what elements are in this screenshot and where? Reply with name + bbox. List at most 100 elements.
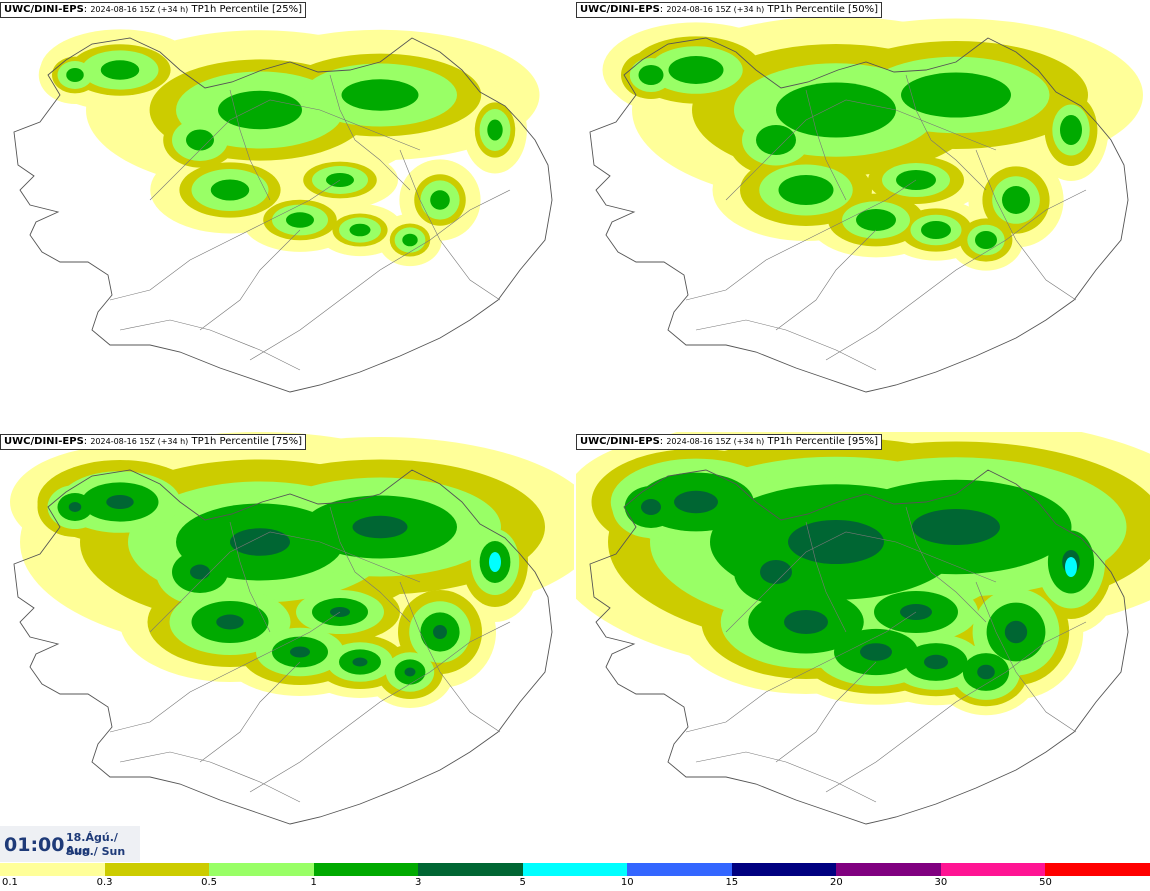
- run-time: 2024-08-16 15Z (+34 h): [90, 437, 189, 446]
- legend-label: 15: [725, 877, 739, 888]
- road-line: [199, 661, 301, 763]
- road-network: [685, 506, 1087, 803]
- precip-contour: [977, 664, 995, 680]
- precip-contour: [784, 610, 828, 634]
- road-line: [975, 149, 1077, 301]
- legend-bar: [0, 863, 1150, 876]
- precip-contour: [487, 119, 503, 141]
- precip-contour: [901, 72, 1011, 118]
- road-line: [399, 581, 501, 733]
- legend-swatch: [0, 863, 105, 876]
- road-line: [229, 521, 271, 633]
- legend-swatch: [627, 863, 732, 876]
- road-line: [775, 229, 877, 331]
- road-line: [249, 189, 511, 361]
- road-line: [825, 189, 1087, 361]
- model-name: UWC/DINI-EPS: [580, 436, 660, 447]
- road-line: [149, 99, 421, 201]
- precip-contour: [760, 560, 792, 584]
- precip-contour: [668, 56, 724, 84]
- iceland-coastline: [589, 469, 1129, 825]
- precip-contour: [788, 520, 884, 564]
- legend-swatch: [522, 863, 628, 876]
- precip-contour: [856, 209, 896, 231]
- precip-contour: [924, 654, 948, 670]
- legend-label: 10: [620, 877, 634, 888]
- precip-contour: [921, 221, 951, 239]
- legend-swatch: [209, 863, 314, 876]
- precip-field: [602, 16, 1143, 271]
- road-line: [119, 319, 301, 371]
- map-panel-p95: UWC/DINI-EPS: 2024-08-16 15Z (+34 h) TP1…: [576, 432, 1150, 862]
- legend-swatch: [940, 863, 1046, 876]
- precip-map: [589, 16, 1143, 393]
- map-panel-p75: UWC/DINI-EPS: 2024-08-16 15Z (+34 h) TP1…: [0, 432, 574, 862]
- precip-contour: [641, 499, 661, 515]
- road-line: [119, 751, 301, 803]
- valid-hour: 01:00: [4, 834, 65, 856]
- run-time: 2024-08-16 15Z (+34 h): [666, 437, 765, 446]
- iceland-coastline: [13, 469, 553, 825]
- precip-contour: [216, 614, 244, 630]
- precip-contour: [1002, 186, 1030, 214]
- legend-label: 3: [414, 877, 422, 888]
- precip-contour: [286, 212, 314, 228]
- road-line: [805, 521, 847, 633]
- precip-contour: [776, 82, 896, 138]
- model-name: UWC/DINI-EPS: [4, 4, 84, 15]
- valid-weekday: Sun./ Sun: [66, 845, 126, 858]
- panel-header: UWC/DINI-EPS: 2024-08-16 15Z (+34 h) TP1…: [0, 434, 307, 450]
- precip-contour: [100, 60, 140, 80]
- road-line: [149, 531, 421, 633]
- precip-field: [10, 432, 574, 708]
- precip-contour: [778, 175, 834, 205]
- precip-contour: [860, 643, 892, 661]
- precip-contour: [433, 625, 447, 639]
- road-line: [109, 179, 341, 301]
- legend-label: 0.5: [201, 877, 218, 888]
- road-line: [199, 229, 301, 331]
- product-name: TP1h Percentile [95%]: [767, 436, 879, 447]
- legend-label: 30: [934, 877, 948, 888]
- precip-contour: [68, 502, 82, 512]
- color-legend: 0.1 0.3 0.5 1 3 5 10 15 20 30 50: [0, 863, 1150, 891]
- precip-contour: [106, 495, 134, 509]
- precip-contour: [66, 68, 84, 82]
- panel-header: UWC/DINI-EPS: 2024-08-16 15Z (+34 h) TP1…: [576, 434, 883, 450]
- run-time: 2024-08-16 15Z (+34 h): [90, 5, 189, 14]
- precip-map: [13, 29, 553, 393]
- road-line: [905, 74, 987, 191]
- legend-swatch: [104, 863, 210, 876]
- precip-contour: [404, 667, 416, 677]
- precip-contour: [674, 490, 718, 514]
- road-line: [109, 611, 341, 733]
- road-line: [905, 506, 987, 623]
- panel-header: UWC/DINI-EPS: 2024-08-16 15Z (+34 h) TP1…: [576, 2, 883, 18]
- road-line: [775, 661, 877, 763]
- precip-contour: [218, 90, 302, 130]
- model-name: UWC/DINI-EPS: [4, 436, 84, 447]
- road-line: [825, 621, 1087, 793]
- iceland-coastline: [589, 37, 1129, 393]
- precip-contour: [638, 65, 664, 85]
- legend-label: 5: [519, 877, 526, 888]
- precip-contour: [430, 190, 450, 210]
- precip-contour: [186, 129, 214, 151]
- road-line: [685, 611, 917, 733]
- legend-swatch: [313, 863, 419, 876]
- iceland-coastline: [13, 37, 553, 393]
- precip-map: [10, 432, 574, 825]
- panel-header: UWC/DINI-EPS: 2024-08-16 15Z (+34 h) TP1…: [0, 2, 307, 18]
- road-network: [685, 74, 1087, 371]
- map-panel-p50: UWC/DINI-EPS: 2024-08-16 15Z (+34 h) TP1…: [576, 0, 1150, 430]
- precip-contour: [349, 223, 371, 237]
- precip-field: [38, 29, 540, 267]
- legend-swatch: [418, 863, 523, 876]
- road-line: [329, 506, 411, 623]
- road-line: [975, 581, 1077, 733]
- legend-label: 0.1: [2, 877, 18, 888]
- map-panel-p25: UWC/DINI-EPS: 2024-08-16 15Z (+34 h) TP1…: [0, 0, 574, 430]
- precip-contour: [912, 509, 1000, 545]
- precip-contour: [1060, 115, 1082, 145]
- road-line: [725, 531, 997, 633]
